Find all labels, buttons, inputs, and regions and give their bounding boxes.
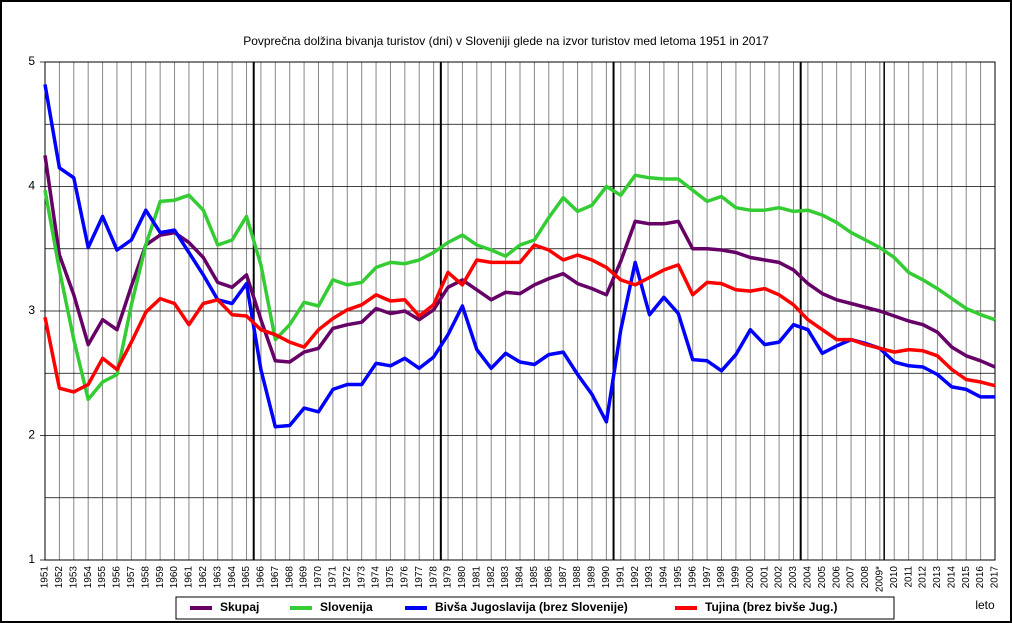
x-tick-label: 1992	[630, 566, 641, 589]
x-tick-label: 1956	[112, 566, 123, 589]
y-tick-label: 4	[28, 179, 35, 193]
x-tick-label: 1991	[615, 566, 626, 589]
x-tick-label: 1962	[198, 566, 209, 589]
x-tick-label: 1984	[515, 566, 526, 589]
x-tick-label: 1970	[313, 566, 324, 589]
x-tick-label: 1998	[716, 566, 727, 589]
x-tick-label: 1951	[40, 566, 51, 589]
x-tick-label: 2008	[860, 566, 871, 589]
x-tick-label: 1966	[256, 566, 267, 589]
x-tick-label: 2003	[788, 566, 799, 589]
x-tick-label: 1971	[328, 566, 339, 589]
x-tick-label: 1993	[644, 566, 655, 589]
x-tick-label: 1977	[414, 566, 425, 589]
x-tick-label: 1988	[572, 566, 583, 589]
y-tick-label: 3	[28, 303, 35, 317]
x-tick-label: 2006	[831, 566, 842, 589]
x-tick-label: 1959	[155, 566, 166, 589]
legend-label: Slovenija	[320, 600, 373, 614]
series-line	[43, 155, 996, 369]
x-tick-label: 1975	[385, 566, 396, 589]
x-tick-label: 2013	[932, 566, 943, 589]
x-tick-label: 1961	[184, 566, 195, 589]
x-tick-label: 1985	[529, 566, 540, 589]
x-tick-label: 2002	[774, 566, 785, 589]
x-tick-label: 1999	[731, 566, 742, 589]
x-tick-label: 1994	[659, 566, 670, 589]
x-tick-label: 1987	[558, 566, 569, 589]
plot-area	[44, 61, 996, 561]
x-tick-label: 1976	[399, 566, 410, 589]
x-tick-label: 1972	[342, 566, 353, 589]
x-tick-label: 1989	[587, 566, 598, 589]
x-tick-label: 2017	[990, 566, 1001, 589]
legend-label: Bivša Jugoslavija (brez Slovenije)	[435, 600, 628, 614]
x-tick-label: 2001	[759, 566, 770, 589]
series-line	[43, 173, 996, 402]
x-tick-label: 1958	[140, 566, 151, 589]
x-tick-label: 1996	[687, 566, 698, 589]
x-tick-label: 1980	[457, 566, 468, 589]
x-tick-label: 1968	[284, 566, 295, 589]
y-tick-label: 5	[28, 54, 35, 68]
x-tick-label: 2016	[975, 566, 986, 589]
x-tick-label: 2010	[889, 566, 900, 589]
x-tick-label: 1967	[270, 566, 281, 589]
x-axis-label: leto	[975, 598, 995, 612]
y-tick-label: 1	[28, 552, 35, 566]
series-line	[43, 84, 995, 429]
x-tick-label: 1960	[169, 566, 180, 589]
legend-label: Skupaj	[220, 600, 259, 614]
x-tick-label: 2015	[961, 566, 972, 589]
x-tick-label: 2011	[903, 566, 914, 588]
x-tick-label: 1973	[356, 566, 367, 589]
x-tick-label: 1974	[371, 566, 382, 589]
x-tick-label: 2012	[918, 566, 929, 589]
x-tick-label: 2000	[745, 566, 756, 589]
x-tick-label: 1978	[428, 566, 439, 589]
x-tick-label: 1997	[702, 566, 713, 589]
x-tick-label: 1953	[68, 566, 79, 589]
x-tick-label: 1955	[97, 566, 108, 589]
x-tick-label: 1983	[500, 566, 511, 589]
x-tick-label: 1979	[443, 566, 454, 589]
x-tick-label: 2005	[817, 566, 828, 589]
x-tick-label: 1963	[212, 566, 223, 589]
legend	[175, 596, 895, 620]
x-tick-label: 1982	[486, 566, 497, 589]
x-tick-label: 2007	[846, 566, 857, 589]
legend-label: Tujina (brez bivše Jug.)	[705, 600, 837, 614]
x-tick-label: 1965	[241, 566, 252, 589]
x-tick-label: 1969	[299, 566, 310, 589]
x-tick-label: 1986	[543, 566, 554, 589]
x-tick-label: 1981	[471, 566, 482, 589]
x-tick-label: 1995	[673, 566, 684, 589]
x-tick-label: 1954	[83, 566, 94, 589]
x-tick-label: 1964	[227, 566, 238, 589]
y-tick-label: 2	[28, 428, 35, 442]
x-tick-label: 1990	[601, 566, 612, 589]
x-tick-label: 2009*	[874, 566, 885, 592]
x-tick-label: 2014	[946, 566, 957, 589]
x-tick-label: 1952	[54, 566, 65, 589]
series-line	[43, 243, 996, 394]
chart-title: Povprečna dolžina bivanja turistov (dni)…	[243, 34, 769, 48]
x-tick-label: 1957	[126, 566, 137, 589]
x-tick-label: 2004	[803, 566, 814, 589]
